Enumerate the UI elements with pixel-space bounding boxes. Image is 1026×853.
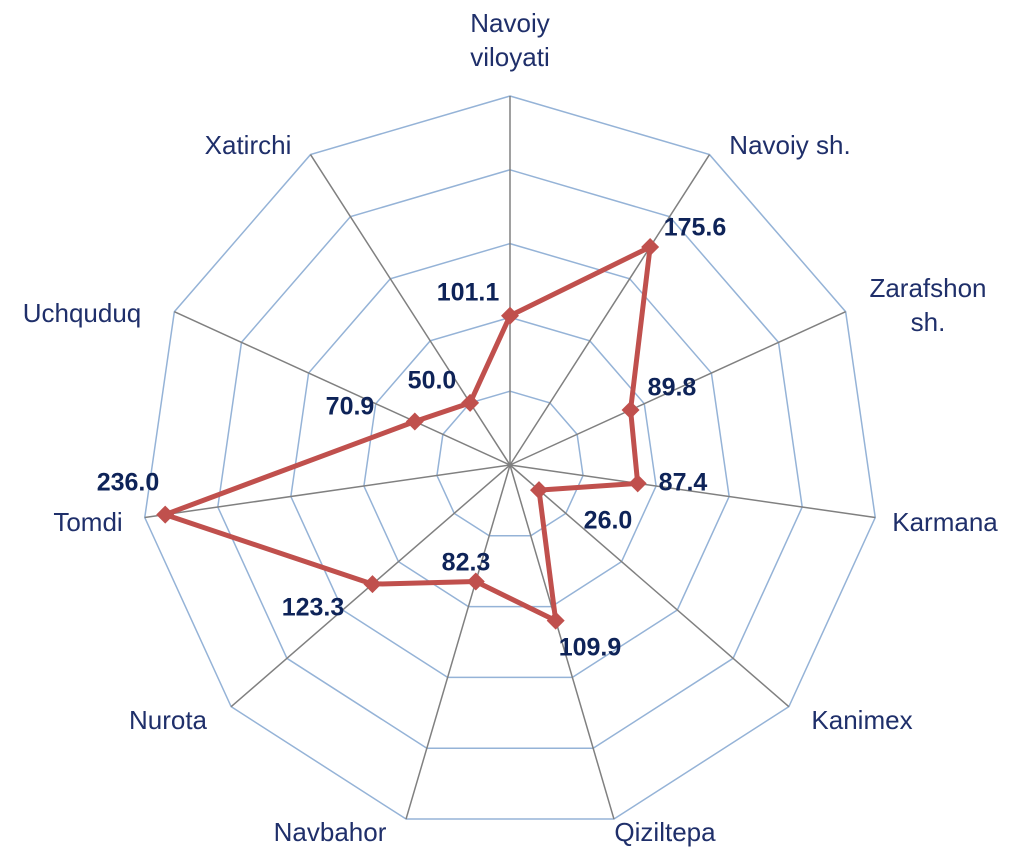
category-label: Tomdi — [53, 507, 123, 537]
marker — [461, 393, 480, 412]
marker — [641, 237, 660, 256]
category-label: Zarafshon sh. — [869, 273, 987, 337]
category-label: Karmana — [892, 507, 998, 537]
marker — [501, 306, 519, 325]
category-label: Uchquduq — [22, 298, 142, 328]
value-label: 70.9 — [325, 392, 375, 421]
spoke — [509, 464, 615, 820]
value-label: 123.3 — [281, 593, 345, 622]
spoke — [509, 464, 790, 708]
marker — [546, 611, 565, 630]
category-label: Nurota — [128, 705, 208, 735]
value-label: 101.1 — [436, 278, 500, 307]
value-label: 87.4 — [658, 468, 708, 497]
value-label: 82.3 — [441, 548, 491, 577]
marker — [466, 572, 485, 591]
value-label: 50.0 — [407, 366, 457, 395]
grid-ring — [290, 242, 730, 679]
spoke — [309, 154, 511, 466]
marker — [621, 400, 640, 419]
marker — [156, 505, 175, 524]
spoke — [144, 464, 511, 519]
category-label: Navoiy sh. — [729, 130, 851, 160]
category-label: Navoiy viloyati — [470, 8, 550, 72]
series-line — [162, 244, 653, 624]
category-label: Kanimex — [811, 705, 913, 735]
grid-ring — [436, 390, 584, 537]
category-label: Xatirchi — [204, 130, 292, 160]
spoke — [509, 154, 711, 466]
value-label: 236.0 — [96, 468, 160, 497]
value-label: 175.6 — [663, 213, 727, 242]
grid-ring — [143, 95, 877, 820]
category-label: Navbahor — [273, 817, 387, 847]
value-label: 89.8 — [647, 373, 697, 402]
spoke — [405, 464, 511, 820]
value-label: 109.9 — [558, 633, 622, 662]
value-label: 26.0 — [583, 506, 633, 535]
spoke — [174, 311, 511, 466]
grid-ring — [363, 316, 657, 608]
category-label: Qiziltepa — [614, 817, 716, 847]
marker — [405, 412, 424, 431]
marker — [363, 575, 382, 594]
grid-ring — [217, 169, 803, 749]
marker — [628, 474, 647, 493]
marker — [530, 481, 549, 500]
spoke — [509, 311, 846, 466]
spoke — [509, 464, 876, 519]
